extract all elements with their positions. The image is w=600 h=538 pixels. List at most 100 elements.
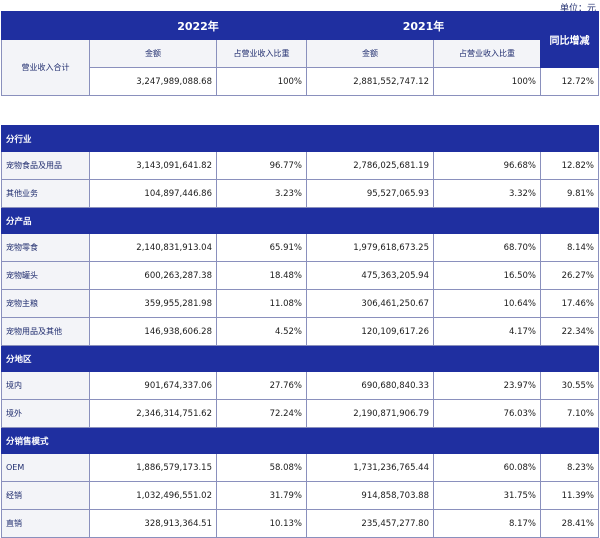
table-row: 宠物罐头 600,263,287.38 18.48% 475,363,205.9…: [1, 261, 600, 290]
row-label: 境外: [1, 399, 90, 428]
total-row: 3,247,989,088.68 100% 2,881,552,747.12 1…: [2, 67, 599, 96]
yoy-change: 8.14%: [539, 233, 600, 262]
yoy-change: 8.23%: [539, 453, 600, 482]
total-amount-2021: 2,881,552,747.12: [306, 67, 434, 96]
yoy-change: 30.55%: [539, 371, 600, 400]
ratio-2021: 4.17%: [433, 317, 541, 346]
ratio-2021: 16.50%: [433, 261, 541, 290]
amount-2022-header: 金额: [89, 39, 217, 68]
yoy-change: 11.39%: [539, 481, 600, 510]
ratio-2022: 4.52%: [216, 317, 307, 346]
unit-label: 单位：元: [559, 4, 596, 14]
ratio-2021: 76.03%: [433, 399, 541, 428]
ratio-2021: 68.70%: [433, 233, 541, 262]
amount-2021: 1,731,236,765.44: [306, 453, 434, 482]
row-label: 境内: [1, 371, 90, 400]
ratio-2021: 8.17%: [433, 509, 541, 538]
year-2022-header: 2022年: [89, 11, 307, 40]
amount-2021-header: 金额: [306, 39, 434, 68]
row-label: 宠物罐头: [1, 261, 90, 290]
section-header-row: 分地区: [0, 345, 600, 372]
ratio-2022-header: 占营业收入比重: [216, 39, 307, 68]
total-label: 营业收入合计: [1, 39, 90, 96]
amount-2021: 475,363,205.94: [306, 261, 434, 290]
total-amount-2022: 3,247,989,088.68: [89, 67, 217, 96]
amount-2022: 1,886,579,173.15: [89, 453, 217, 482]
ratio-2021: 60.08%: [433, 453, 541, 482]
yoy-change: 26.27%: [539, 261, 600, 290]
amount-2022: 2,346,314,751.62: [89, 399, 217, 428]
table-row: 经销 1,032,496,551.02 31.79% 914,858,703.8…: [1, 481, 600, 510]
row-label: 直销: [1, 509, 90, 538]
yoy-change: 7.10%: [539, 399, 600, 428]
ratio-2022: 3.23%: [216, 179, 307, 208]
yoy-change: 9.81%: [539, 179, 600, 208]
amount-2021: 95,527,065.93: [306, 179, 434, 208]
table-row: 宠物用品及其他 146,938,606.28 4.52% 120,109,617…: [1, 317, 600, 346]
total-yoy: 12.72%: [540, 67, 599, 96]
yoy-change: 28.41%: [539, 509, 600, 538]
section-header-row: 分产品: [0, 207, 600, 234]
amount-2021: 235,457,277.80: [306, 509, 434, 538]
row-label: 其他业务: [1, 179, 90, 208]
table-row: OEM 1,886,579,173.15 58.08% 1,731,236,76…: [1, 453, 600, 482]
ratio-2022: 96.77%: [216, 151, 307, 180]
amount-2021: 306,461,250.67: [306, 289, 434, 318]
amount-2022: 359,955,281.98: [89, 289, 217, 318]
total-ratio-2022: 100%: [216, 67, 307, 96]
ratio-2022: 31.79%: [216, 481, 307, 510]
section-title: 分地区: [0, 345, 600, 372]
table-row: 宠物零食 2,140,831,913.04 65.91% 1,979,618,6…: [1, 233, 600, 262]
amount-2021: 2,190,871,906.79: [306, 399, 434, 428]
table-row: 境外 2,346,314,751.62 72.24% 2,190,871,906…: [1, 399, 600, 428]
yoy-change: 17.46%: [539, 289, 600, 318]
section-title: 分产品: [0, 207, 600, 234]
row-label: 宠物主粮: [1, 289, 90, 318]
row-label: OEM: [1, 453, 90, 482]
table-row: 宠物食品及用品 3,143,091,641.82 96.77% 2,786,02…: [1, 151, 600, 180]
ratio-2022: 10.13%: [216, 509, 307, 538]
table-row: 境内 901,674,337.06 27.76% 690,680,840.33 …: [1, 371, 600, 400]
ratio-2021: 23.97%: [433, 371, 541, 400]
section-title: 分销售模式: [0, 427, 600, 454]
amount-2021: 914,858,703.88: [306, 481, 434, 510]
amount-2022: 1,032,496,551.02: [89, 481, 217, 510]
ratio-2022: 72.24%: [216, 399, 307, 428]
revenue-breakdown-table: 分行业 宠物食品及用品 3,143,091,641.82 96.77% 2,78…: [0, 125, 600, 538]
ratio-2021-header: 占营业收入比重: [433, 39, 541, 68]
row-label: 经销: [1, 481, 90, 510]
section-header-row: 分行业: [0, 125, 600, 152]
amount-2022: 600,263,287.38: [89, 261, 217, 290]
amount-2022: 901,674,337.06: [89, 371, 217, 400]
ratio-2021: 3.32%: [433, 179, 541, 208]
amount-2022: 104,897,446.86: [89, 179, 217, 208]
amount-2022: 328,913,364.51: [89, 509, 217, 538]
amount-2022: 2,140,831,913.04: [89, 233, 217, 262]
ratio-2021: 96.68%: [433, 151, 541, 180]
table-row: 其他业务 104,897,446.86 3.23% 95,527,065.93 …: [1, 179, 600, 208]
year-2021-header: 2021年: [306, 11, 541, 40]
revenue-total-table: 2022年 2021年 同比增减 营业收入合计 金额 占营业收入比重 金额 占营…: [1, 11, 599, 96]
row-label: 宠物用品及其他: [1, 317, 90, 346]
amount-2021: 2,786,025,681.19: [306, 151, 434, 180]
ratio-2022: 65.91%: [216, 233, 307, 262]
amount-2021: 690,680,840.33: [306, 371, 434, 400]
table-row: 宠物主粮 359,955,281.98 11.08% 306,461,250.6…: [1, 289, 600, 318]
section-title: 分行业: [0, 125, 600, 152]
ratio-2021: 10.64%: [433, 289, 541, 318]
ratio-2022: 11.08%: [216, 289, 307, 318]
amount-2022: 3,143,091,641.82: [89, 151, 217, 180]
header-corner: [1, 11, 90, 40]
table-row: 直销 328,913,364.51 10.13% 235,457,277.80 …: [1, 509, 600, 538]
yoy-change: 22.34%: [539, 317, 600, 346]
row-label: 宠物食品及用品: [1, 151, 90, 180]
amount-2021: 120,109,617.26: [306, 317, 434, 346]
ratio-2022: 27.76%: [216, 371, 307, 400]
ratio-2021: 31.75%: [433, 481, 541, 510]
ratio-2022: 18.48%: [216, 261, 307, 290]
total-ratio-2021: 100%: [433, 67, 541, 96]
year-header-row: 2022年 2021年 同比增减: [1, 11, 599, 68]
yoy-change: 12.82%: [539, 151, 600, 180]
yoy-header: 同比增减: [540, 11, 599, 68]
amount-2022: 146,938,606.28: [89, 317, 217, 346]
